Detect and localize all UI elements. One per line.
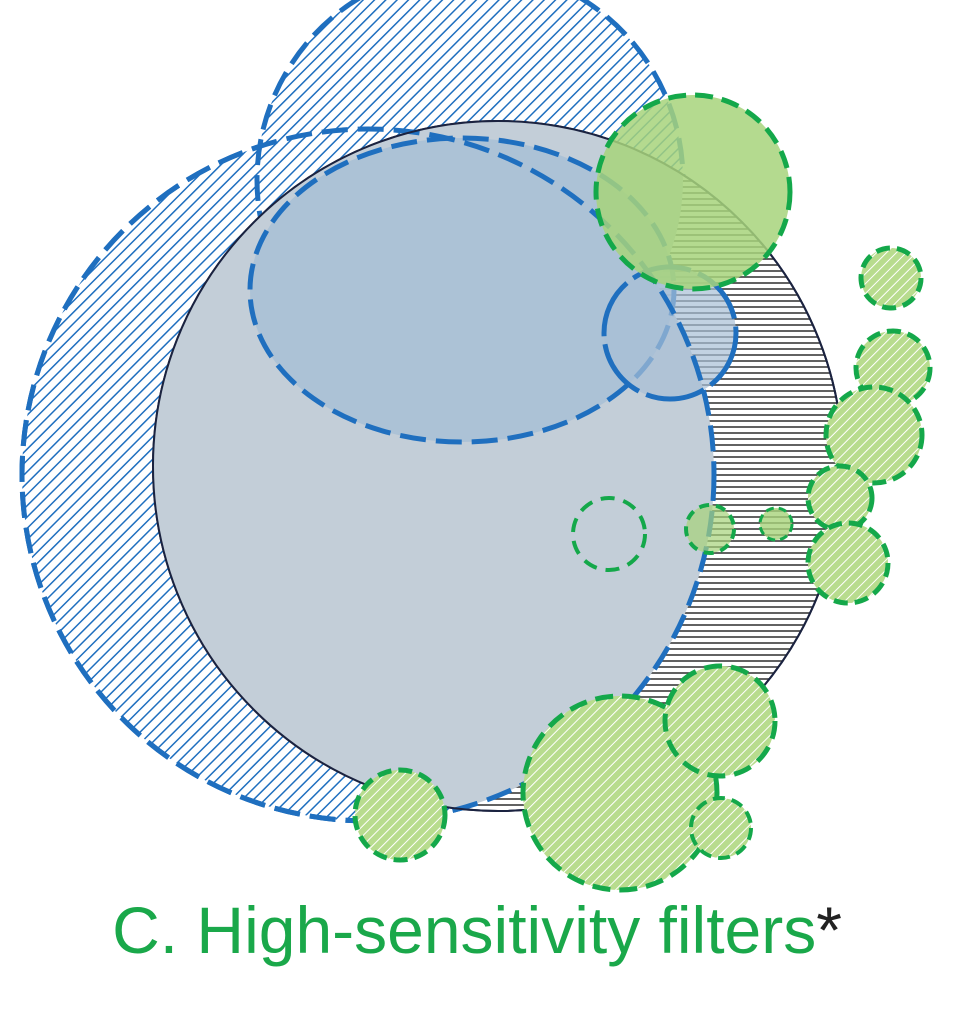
green-filter-bottom-small	[689, 796, 753, 860]
green-filter-bottom-left	[352, 767, 448, 863]
green-filter-bottom-mid	[662, 663, 778, 779]
green-filter-r1	[858, 245, 924, 311]
green-filter-inner-3	[758, 506, 794, 542]
green-filters	[352, 92, 933, 893]
green-filter-r3	[823, 384, 925, 486]
caption-asterisk: *	[816, 893, 842, 967]
green-filter-inner-2	[684, 503, 736, 555]
green-filter-r4	[805, 463, 875, 533]
green-filter-top	[593, 92, 793, 292]
green-filter-r2	[853, 328, 933, 408]
green-filter-inner-empty	[571, 496, 647, 572]
green-filter-r5	[805, 520, 891, 606]
venn-diagram	[19, 0, 933, 893]
caption-text: C. High-sensitivity filters	[112, 893, 817, 967]
diagram-caption: C. High-sensitivity filters*	[0, 885, 954, 975]
